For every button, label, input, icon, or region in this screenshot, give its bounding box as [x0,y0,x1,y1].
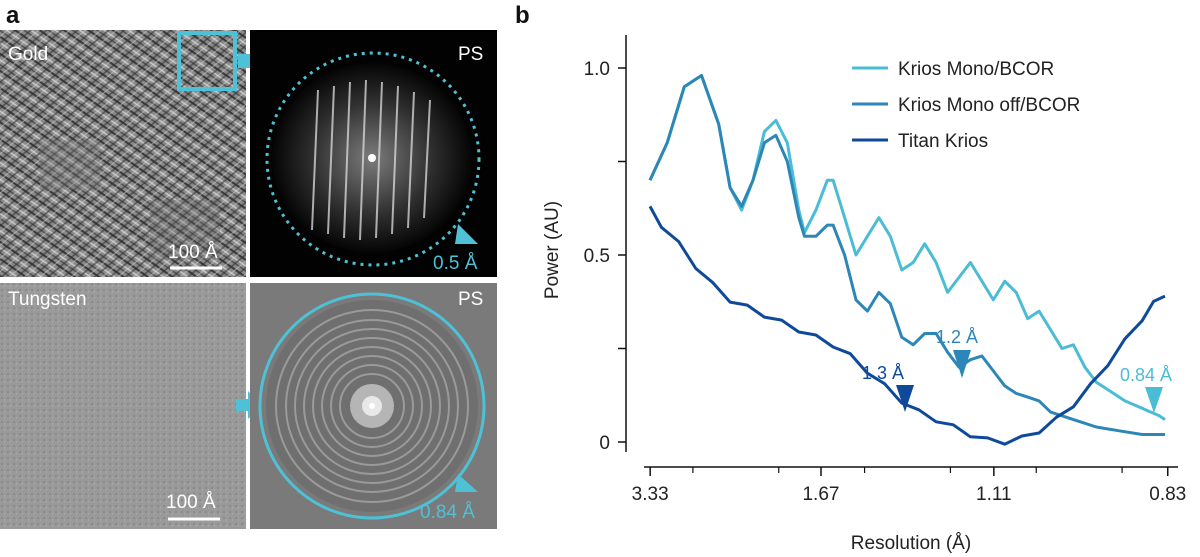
x-tick-label: 1.67 [802,484,839,505]
marker-1-3 [896,385,914,412]
y-tick-label: 1.0 [584,59,610,80]
legend-label: Titan Krios [898,131,988,152]
y-axis-title: Power (AU) [542,201,563,299]
gold-label: Gold [8,44,48,65]
panel-letter-b: b [515,2,530,29]
arrow-to-ps-bottom [236,391,262,419]
x-axis-title: Resolution (Å) [851,533,971,554]
annotation-0-84: 0.84 Å [1120,365,1172,385]
series-line-krios-mono-bcor [648,74,1166,421]
legend-label: Krios Mono/BCOR [898,59,1054,80]
ps-bottom-resolution-label: 0.84 Å [420,502,475,523]
annotation-1-3: 1.3 Å [862,363,904,383]
series-line-krios-mono-off-bcor [648,74,1165,436]
x-ticks: 3.33 1.67 1.11 0.83 [632,467,1186,505]
x-tick-label: 3.33 [632,484,669,505]
x-tick-label: 1.11 [976,484,1012,505]
chart-legend: Krios Mono/BCOR Krios Mono off/BCOR Titan … [852,59,1080,152]
ps-bottom-label: PS [458,289,483,310]
marker-1-2 [953,350,971,378]
marker-0-84 [1145,387,1163,413]
ps-top-label: PS [458,44,483,65]
ps-top-resolution-label: 0.5 Å [433,253,478,274]
series-lines [648,74,1166,446]
gold-zoom-box [177,31,237,91]
annotation-1-2: 1.2 Å [936,327,978,347]
y-tick-label: 0.5 [584,246,610,267]
tungsten-label: Tungsten [8,289,87,310]
scalebar-top-label: 100 Å [168,242,218,263]
ps-bottom-image [250,283,497,529]
ps-bottom-resolution-ring [258,292,486,520]
ps-top-image [250,30,497,277]
legend-label: Krios Mono off/BCOR [898,95,1080,116]
tungsten-image [0,283,246,529]
x-tick-label: 0.83 [1149,484,1186,505]
gold-image [0,30,246,277]
panel-letter-a: a [6,2,20,29]
y-ticks: 0 0.5 1.0 [584,59,626,454]
series-line-titan-krios [648,205,1166,446]
scalebar-bottom-label: 100 Å [166,492,216,513]
ps-bottom-resolution-marker [455,474,478,492]
power-spectrum-chart: 0 0.5 1.0 3.33 1.67 1.11 0.83 Power (AU) Reso… [542,35,1186,554]
y-tick-label: 0 [599,433,610,454]
ps-top-resolution-marker [455,224,478,244]
ps-top-resolution-ring [265,51,481,267]
